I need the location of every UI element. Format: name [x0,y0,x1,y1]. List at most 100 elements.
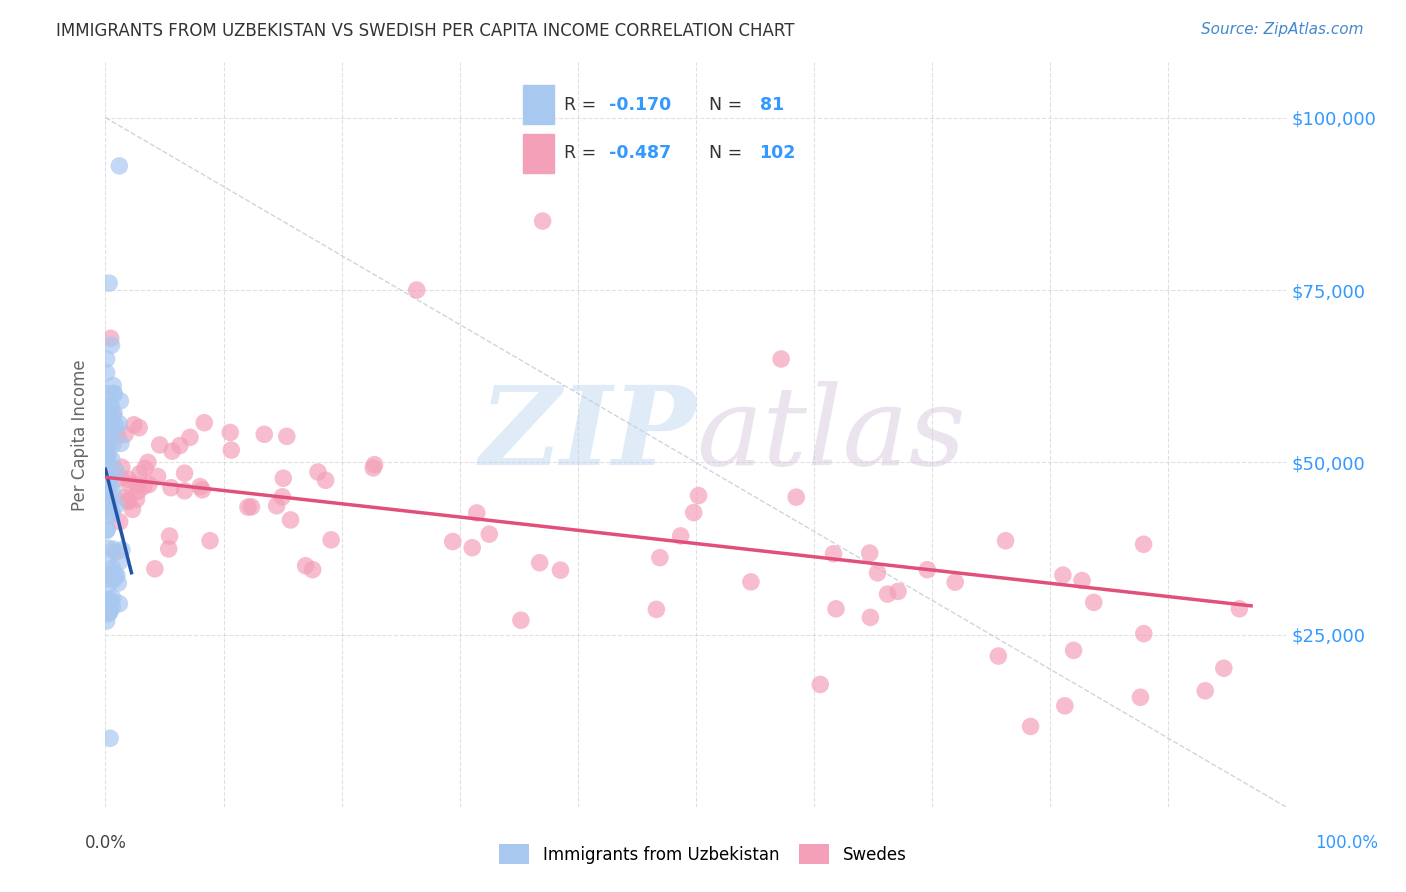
Point [550,563,572,577]
Point [96,366,118,380]
Point [240,500,263,514]
Text: ZIP: ZIP [479,381,696,489]
Point [97,541,120,556]
Point [465,506,488,520]
Point [101,378,124,392]
Y-axis label: Per Capita Income: Per Capita Income [72,359,90,510]
Point [785,490,807,504]
Point [98,472,121,486]
Point [127,484,149,499]
Point [1132,537,1154,551]
Point [307,465,329,479]
Point [108,597,131,611]
Point [219,443,242,458]
Point [97,449,120,463]
Point [1063,643,1085,657]
Point [96,614,118,628]
Point [859,546,882,560]
Point [191,483,214,497]
Point [96,413,118,427]
Point [100,425,122,439]
Point [121,502,143,516]
Point [645,602,668,616]
Point [98,567,121,582]
Point [100,415,122,429]
Point [157,541,180,556]
Point [529,556,551,570]
Point [101,561,124,575]
Point [825,602,848,616]
Point [917,563,939,577]
Point [101,567,124,582]
Point [134,461,156,475]
Point [276,429,298,443]
Point [117,493,139,508]
Point [461,541,484,555]
Point [103,387,125,401]
Text: R =: R = [564,144,602,161]
Point [103,406,125,420]
Point [107,429,129,443]
Legend: Immigrants from Uzbekistan, Swedes: Immigrants from Uzbekistan, Swedes [494,838,912,871]
Point [108,159,131,173]
Point [96,522,118,536]
Point [100,417,122,432]
Point [138,477,160,491]
Point [136,455,159,469]
Point [271,471,294,485]
Point [1133,626,1156,640]
Text: Source: ZipAtlas.com: Source: ZipAtlas.com [1201,22,1364,37]
Point [253,427,276,442]
Point [294,558,316,573]
Point [98,599,121,613]
Point [97,499,120,513]
Text: -0.487: -0.487 [609,144,672,161]
Point [859,610,882,624]
Point [169,438,191,452]
Point [107,576,129,591]
Point [876,587,898,601]
Point [266,499,288,513]
Point [97,448,120,462]
Point [96,351,118,366]
Point [100,593,122,607]
Point [128,467,150,481]
Point [110,394,132,409]
Point [96,524,118,538]
Point [110,471,132,485]
Point [97,434,120,449]
Point [441,534,464,549]
Point [110,436,132,450]
Point [1194,683,1216,698]
Point [301,563,323,577]
Point [994,533,1017,548]
Text: N =: N = [709,96,748,114]
Point [96,429,118,443]
Point [94,452,117,467]
Point [1071,574,1094,588]
Point [125,492,148,507]
Point [943,575,966,590]
Point [179,430,201,444]
Point [112,491,135,505]
Point [97,599,120,614]
Point [98,508,121,523]
Point [100,424,122,438]
Point [97,401,120,415]
Point [740,574,762,589]
Point [101,438,124,452]
Point [271,490,294,504]
Text: atlas: atlas [696,381,966,489]
Point [97,440,120,454]
Point [105,465,128,479]
Point [236,500,259,514]
Point [118,477,141,491]
Point [193,416,215,430]
Point [97,401,120,416]
Point [96,572,118,586]
Point [1212,661,1234,675]
Point [100,409,122,423]
Point [103,542,125,557]
Text: 100.0%: 100.0% [1316,834,1378,852]
Point [648,550,671,565]
